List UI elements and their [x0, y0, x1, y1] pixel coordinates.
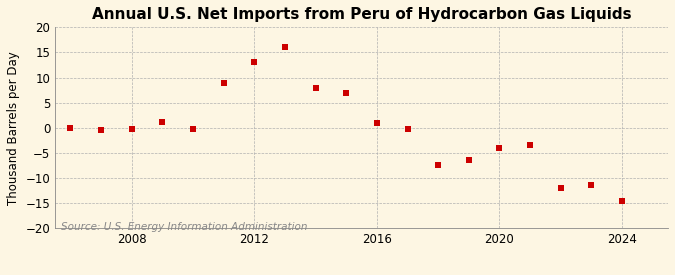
Point	[586, 183, 597, 188]
Point	[279, 45, 290, 50]
Point	[188, 127, 198, 131]
Point	[341, 90, 352, 95]
Title: Annual U.S. Net Imports from Peru of Hydrocarbon Gas Liquids: Annual U.S. Net Imports from Peru of Hyd…	[92, 7, 631, 22]
Point	[218, 80, 229, 85]
Point	[464, 158, 475, 163]
Point	[65, 125, 76, 130]
Point	[494, 146, 505, 150]
Point	[126, 127, 137, 131]
Point	[402, 127, 413, 131]
Point	[157, 120, 168, 124]
Point	[556, 186, 566, 190]
Point	[524, 143, 535, 147]
Point	[371, 120, 382, 125]
Y-axis label: Thousand Barrels per Day: Thousand Barrels per Day	[7, 51, 20, 205]
Point	[96, 128, 107, 133]
Point	[310, 85, 321, 90]
Point	[617, 198, 628, 203]
Text: Source: U.S. Energy Information Administration: Source: U.S. Energy Information Administ…	[61, 222, 308, 232]
Point	[433, 163, 443, 167]
Point	[249, 60, 260, 65]
